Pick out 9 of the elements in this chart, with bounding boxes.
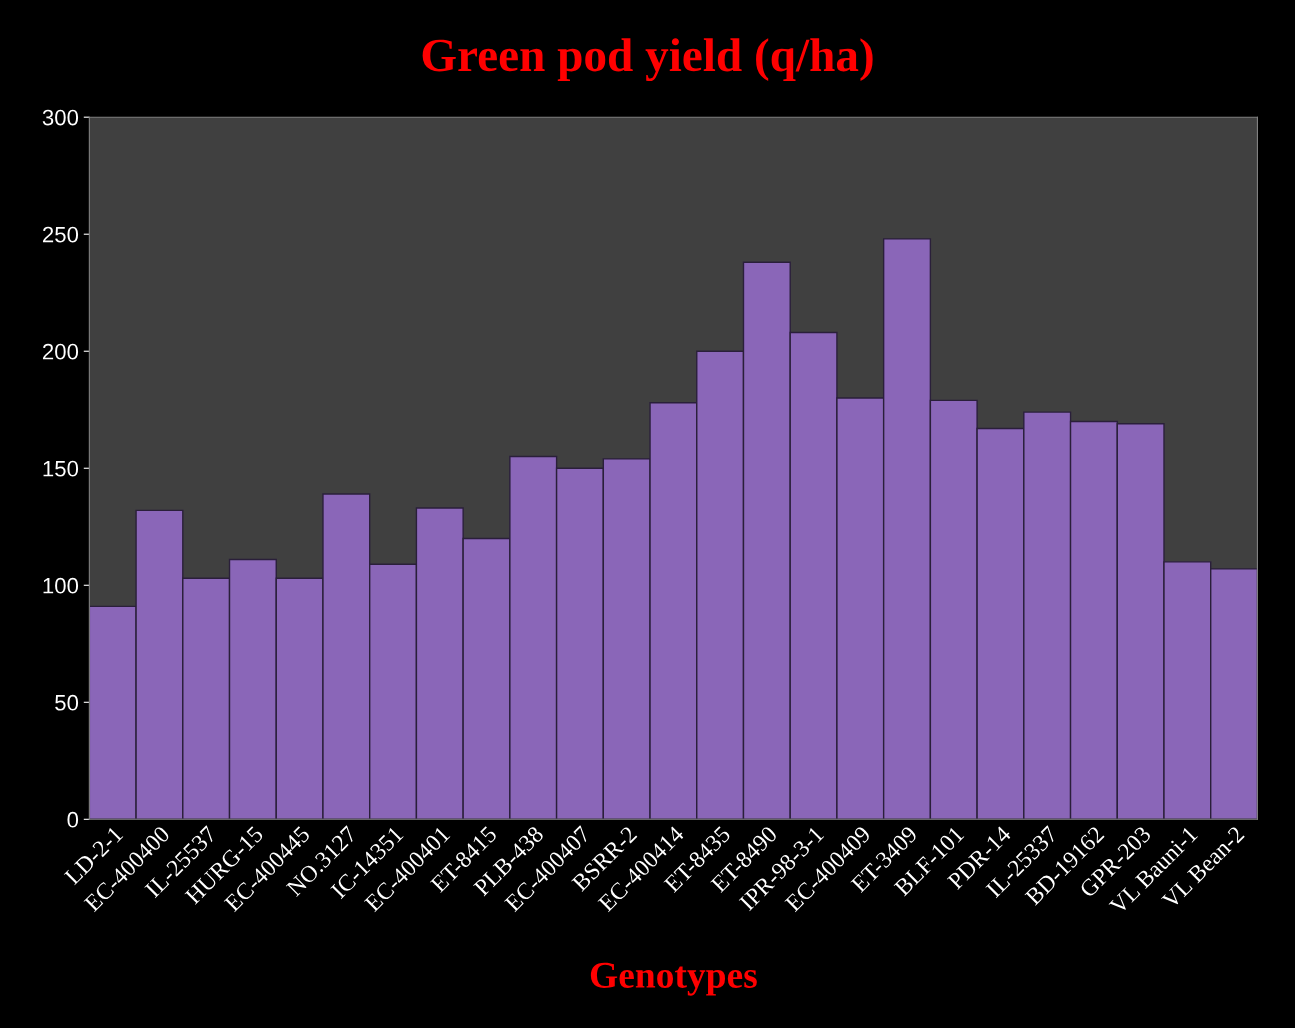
y-tick-label: 200: [42, 343, 79, 360]
y-tick-label: 0: [67, 811, 79, 828]
y-tick-label: 300: [42, 109, 79, 126]
y-tick-label: 250: [42, 226, 79, 243]
x-axis-title: Genotypes: [590, 962, 757, 996]
chart-title: Green pod yield (q/ha): [422, 38, 873, 82]
y-tick-label: 150: [43, 460, 79, 477]
y-tick-label: 50: [55, 694, 79, 711]
y-tick-label: 100: [43, 577, 79, 594]
